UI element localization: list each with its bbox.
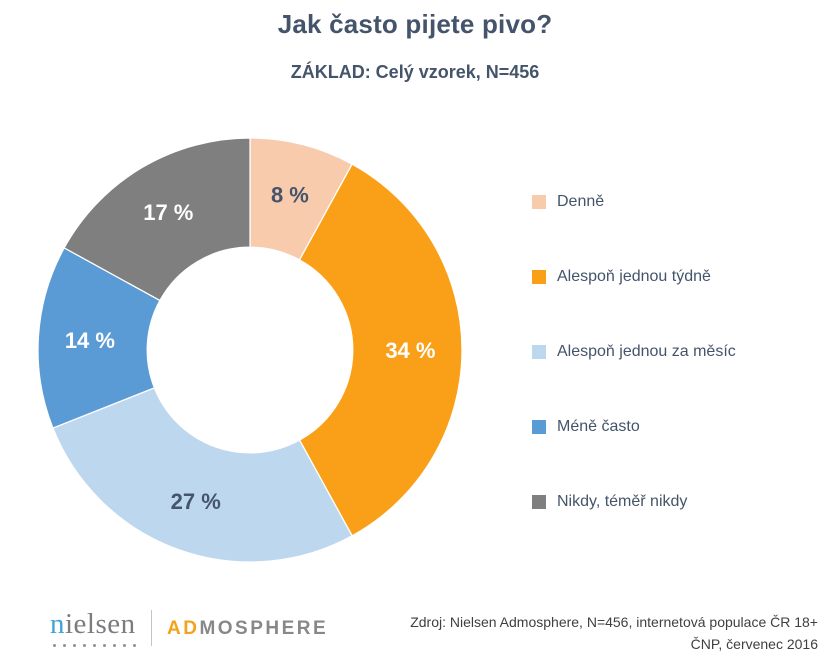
- legend-label: Alespoň jednou za měsíc: [557, 343, 736, 360]
- legend-swatch-icon: [532, 495, 546, 509]
- donut-chart: 8 % 34 % 27 % 14 % 17 %: [30, 130, 470, 570]
- legend-swatch-icon: [532, 195, 546, 209]
- legend-item-4: Nikdy, téměř nikdy: [532, 492, 736, 512]
- legend-item-0: Denně: [532, 192, 736, 212]
- nielsen-initial: n: [50, 608, 65, 640]
- slice-data-label-1: 34 %: [385, 338, 435, 363]
- nielsen-rest: ielsen: [65, 608, 136, 640]
- donut-chart-svg: 8 % 34 % 27 % 14 % 17 %: [37, 137, 463, 563]
- nielsen-logo: nielsen: [50, 610, 136, 647]
- admosphere-accent: AD: [167, 618, 200, 639]
- slice-data-label-3: 14 %: [65, 328, 115, 353]
- page-title: Jak často pijete pivo?: [277, 9, 553, 39]
- legend-swatch-icon: [532, 270, 546, 284]
- donut-slice-2: [52, 387, 353, 563]
- chart-legend: Denně Alespoň jednou týdně Alespoň jednou …: [532, 192, 736, 567]
- legend-item-1: Alespoň jednou týdně: [532, 267, 736, 287]
- slice-data-label-2: 27 %: [171, 489, 221, 514]
- logo-divider: [151, 610, 152, 646]
- legend-label: Nikdy, téměř nikdy: [557, 493, 688, 510]
- donut-slice-1: [298, 163, 463, 537]
- admosphere-rest: MOSPHERE: [199, 618, 329, 639]
- source-note: Zdroj: Nielsen Admosphere, N=456, intern…: [410, 611, 818, 655]
- legend-item-3: Méně často: [532, 417, 736, 437]
- source-line-2: ČNP, červenec 2016: [690, 636, 818, 652]
- nielsen-dots-icon: [50, 644, 136, 647]
- donut-slice-3: [37, 247, 161, 429]
- slice-data-label-4: 17 %: [143, 200, 193, 225]
- legend-swatch-icon: [532, 420, 546, 434]
- donut-slice-4: [63, 137, 251, 302]
- legend-swatch-icon: [532, 345, 546, 359]
- legend-label: Alespoň jednou týdně: [557, 268, 711, 285]
- slice-data-label-0: 8 %: [271, 183, 309, 208]
- admosphere-logo: ADMOSPHERE: [167, 618, 328, 640]
- legend-label: Méně často: [557, 418, 640, 435]
- footer-logos: nielsen ADMOSPHERE: [50, 610, 328, 647]
- nielsen-wordmark: nielsen: [50, 610, 136, 639]
- legend-item-2: Alespoň jednou za měsíc: [532, 342, 736, 362]
- legend-label: Denně: [557, 193, 605, 210]
- chart-base-subtitle: ZÁKLAD: Celý vzorek, N=456: [290, 62, 540, 82]
- source-line-1: Zdroj: Nielsen Admosphere, N=456, intern…: [410, 614, 818, 630]
